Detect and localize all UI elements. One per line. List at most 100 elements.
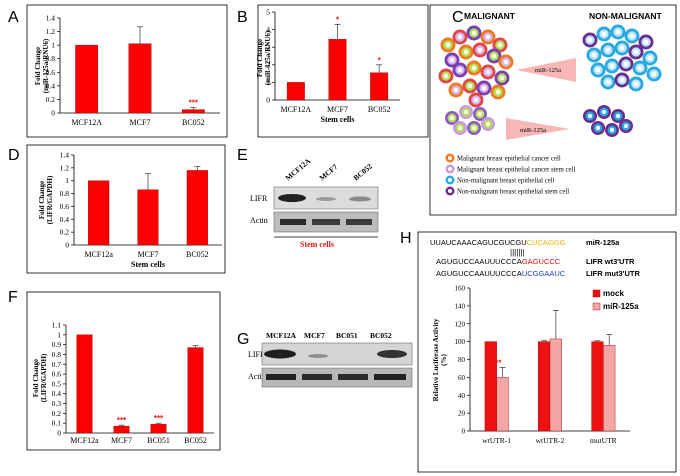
panel-h-frame — [417, 231, 677, 473]
cell-nucleus-icon — [449, 57, 455, 63]
panel-g: MCF12A MCF7 BC051 BC052 LIFR Actin — [248, 331, 413, 388]
bar — [88, 180, 110, 246]
cell-nucleus-icon — [633, 81, 639, 87]
bar — [187, 347, 204, 434]
cell-nucleus-icon — [443, 73, 449, 79]
y-tick-label: 0.8 — [46, 54, 56, 63]
blot-g-lane-labels: MCF12A MCF7 BC051 BC052 — [266, 331, 392, 340]
cell-nucleus-icon — [485, 69, 491, 75]
cell-nucleus-icon — [587, 37, 593, 43]
category-label: BC052 — [184, 436, 207, 445]
cell-nucleus-icon — [647, 55, 653, 61]
y-tick-label: 0.3 — [52, 399, 62, 408]
blot-e-stem-cells-note: Stem cells — [300, 240, 334, 249]
panel-letter-d: D — [8, 147, 20, 164]
cell-nucleus-icon — [457, 67, 463, 73]
cell-nucleus-icon — [473, 97, 479, 103]
bar — [496, 377, 509, 432]
y-axis-label: Fold Change(LIFR/GAPDH) — [32, 353, 48, 402]
y-tick-label: 0.9 — [52, 340, 62, 349]
cell-nucleus-icon — [619, 45, 625, 51]
panel-b-frame — [257, 4, 429, 138]
chart-f: 00.10.20.30.40.50.60.70.80.911.1 Fold Cha… — [32, 321, 214, 445]
y-tick-label: 60 — [458, 374, 466, 382]
x-note-stem-cells: Stem cells — [131, 260, 165, 269]
cell-nucleus-icon — [587, 113, 593, 119]
significance-marker: *** — [492, 359, 502, 368]
cell-nucleus-icon — [463, 49, 469, 55]
legend-swatch — [592, 289, 601, 298]
y-tick-label: 0 — [57, 429, 61, 438]
y-tick-label: 1.4 — [60, 151, 70, 160]
significance-marker: * — [336, 15, 340, 24]
y-tick-label: 0 — [65, 241, 69, 250]
category-label: MCF7 — [130, 118, 151, 127]
bar — [137, 189, 159, 246]
cell-nucleus-icon — [601, 31, 607, 37]
cell-nucleus-icon — [463, 109, 469, 115]
blot-e-lifr-band-1 — [278, 194, 306, 202]
y-tick-label: 5 — [266, 8, 270, 17]
panel-letter-c: C — [452, 9, 464, 26]
cell-nucleus-icon — [595, 125, 601, 131]
panel-letter-f: F — [8, 289, 18, 306]
cell-nucleus-icon — [619, 77, 625, 83]
y-tick-label: 0.5 — [52, 379, 62, 388]
y-tick-label: 0.8 — [60, 189, 70, 198]
significance-marker: *** — [154, 414, 164, 423]
blot-g-actin-band-3 — [338, 374, 368, 380]
cell-nucleus-icon — [481, 85, 487, 91]
cell-nucleus-icon — [499, 75, 505, 81]
cell-nucleus-icon — [491, 53, 497, 59]
category-label: BC052 — [186, 250, 209, 259]
blot-g-actin-strip — [261, 367, 413, 388]
cell-nucleus-icon — [643, 39, 649, 45]
category-label: wtUTR-2 — [536, 436, 565, 445]
panel-c: MALIGNANT NON-MALIGNANT miR-125a miR-125… — [429, 4, 677, 216]
bar — [76, 334, 93, 434]
lifr-mut-sequence: AGUGUCCAAUUUCCCAUCGGAAUC — [436, 269, 566, 278]
chart-a: 0 0.2 0.4 0.6 0.8 1 1.2 1.4 Fold Change(miR-125a… — [34, 14, 220, 127]
blot-g-row-actin: Actin — [248, 372, 266, 381]
panel-f-frame — [26, 291, 221, 451]
chart-h: 0 20 40 60 80 100 120 140 160 Relative Luciferase… — [432, 285, 639, 446]
lane-label: BC051 — [336, 331, 358, 340]
y-tick-label: 0.2 — [46, 95, 56, 104]
mir125a-wedge-increasing — [516, 58, 576, 82]
y-tick-label: 0.4 — [46, 81, 56, 90]
bar — [75, 44, 99, 114]
cell-nucleus-icon — [485, 34, 491, 40]
cell-nucleus-icon — [449, 115, 455, 121]
category-label: BC052 — [182, 118, 205, 127]
cell-nucleus-icon — [605, 47, 611, 53]
cell-nucleus-icon — [477, 111, 483, 117]
cell-nucleus-icon — [623, 61, 629, 67]
legend-cell-label: Malignant breast epithelial cancer cell — [457, 156, 561, 163]
x-note-stem-cells: Stem cells — [321, 115, 355, 124]
y-tick-label: 1 — [57, 330, 61, 339]
cell-nucleus-icon — [503, 59, 509, 65]
blot-e-lifr-band-3 — [349, 196, 371, 202]
cell-nucleus-icon — [485, 121, 491, 127]
y-axis-label: Fold Change(miR-125a/RNU6) — [34, 38, 50, 93]
y-tick-label: 0 — [266, 96, 270, 105]
legend-label: mock — [603, 289, 624, 298]
legend-cell-nucleus-icon — [448, 178, 452, 182]
category-label: wtUTR-1 — [482, 436, 511, 445]
bar — [484, 341, 497, 432]
y-tick-label: 0.4 — [60, 215, 70, 224]
legend-cell-nucleus-icon — [448, 189, 452, 193]
category-label: MCF12a — [70, 436, 99, 445]
bar — [538, 341, 551, 432]
lane-label: BC052 — [370, 331, 392, 340]
category-label: MCF12A — [71, 118, 102, 127]
wedge-label-bottom: miR-125a — [520, 127, 546, 134]
category-label: MCF12a — [84, 250, 113, 259]
cell-nucleus-icon — [477, 47, 483, 53]
cell-nucleus-icon — [615, 29, 621, 35]
category-label: MCF7 — [111, 436, 132, 445]
mir125a-sequence: UUAUCAAACAGUCGUCGUCUCAGGG — [430, 238, 566, 247]
legend-cell-nucleus-icon — [448, 156, 452, 160]
